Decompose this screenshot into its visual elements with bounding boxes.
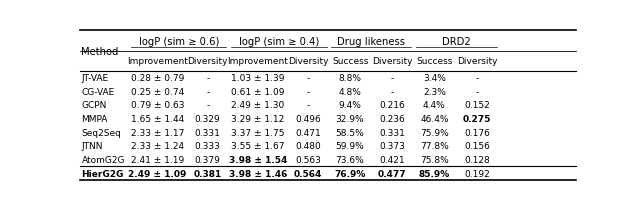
- Text: 76.9%: 76.9%: [334, 169, 365, 178]
- Text: 3.98 ± 1.46: 3.98 ± 1.46: [228, 169, 287, 178]
- Text: MMPA: MMPA: [81, 115, 108, 124]
- Text: 3.29 ± 1.12: 3.29 ± 1.12: [231, 115, 284, 124]
- Text: CG-VAE: CG-VAE: [81, 87, 115, 96]
- Text: 0.480: 0.480: [295, 142, 321, 151]
- Text: 0.176: 0.176: [465, 128, 490, 137]
- Text: 0.373: 0.373: [380, 142, 405, 151]
- Text: logP (sim ≥ 0.4): logP (sim ≥ 0.4): [239, 36, 319, 46]
- Text: 0.379: 0.379: [195, 155, 221, 164]
- Text: 8.8%: 8.8%: [339, 74, 362, 83]
- Text: 0.156: 0.156: [465, 142, 490, 151]
- Text: Improvement: Improvement: [127, 57, 188, 66]
- Text: 1.65 ± 1.44: 1.65 ± 1.44: [131, 115, 184, 124]
- Text: 3.55 ± 1.67: 3.55 ± 1.67: [231, 142, 285, 151]
- Text: 3.37 ± 1.75: 3.37 ± 1.75: [231, 128, 285, 137]
- Text: 0.331: 0.331: [380, 128, 405, 137]
- Text: 0.128: 0.128: [465, 155, 490, 164]
- Text: 0.79 ± 0.63: 0.79 ± 0.63: [131, 101, 184, 110]
- Text: -: -: [206, 101, 209, 110]
- Text: 4.4%: 4.4%: [423, 101, 446, 110]
- Text: 0.275: 0.275: [463, 115, 492, 124]
- Text: 3.4%: 3.4%: [423, 74, 446, 83]
- Text: 75.9%: 75.9%: [420, 128, 449, 137]
- Text: 0.331: 0.331: [195, 128, 221, 137]
- Text: 2.33 ± 1.24: 2.33 ± 1.24: [131, 142, 184, 151]
- Text: 0.192: 0.192: [465, 169, 490, 178]
- Text: Improvement: Improvement: [227, 57, 288, 66]
- Text: -: -: [307, 101, 310, 110]
- Text: Success: Success: [416, 57, 452, 66]
- Text: 0.564: 0.564: [294, 169, 322, 178]
- Text: 0.152: 0.152: [465, 101, 490, 110]
- Text: Seq2Seq: Seq2Seq: [81, 128, 122, 137]
- Text: 0.61 ± 1.09: 0.61 ± 1.09: [231, 87, 285, 96]
- Text: -: -: [476, 87, 479, 96]
- Text: 0.216: 0.216: [380, 101, 405, 110]
- Text: Diversity: Diversity: [287, 57, 328, 66]
- Text: 75.8%: 75.8%: [420, 155, 449, 164]
- Text: 2.3%: 2.3%: [423, 87, 446, 96]
- Text: 77.8%: 77.8%: [420, 142, 449, 151]
- Text: 32.9%: 32.9%: [336, 115, 364, 124]
- Text: 2.33 ± 1.17: 2.33 ± 1.17: [131, 128, 184, 137]
- Text: -: -: [206, 87, 209, 96]
- Text: 73.6%: 73.6%: [336, 155, 364, 164]
- Text: 0.329: 0.329: [195, 115, 221, 124]
- Text: AtomG2G: AtomG2G: [81, 155, 125, 164]
- Text: -: -: [476, 74, 479, 83]
- Text: 0.477: 0.477: [378, 169, 406, 178]
- Text: 59.9%: 59.9%: [336, 142, 364, 151]
- Text: logP (sim ≥ 0.6): logP (sim ≥ 0.6): [138, 36, 219, 46]
- Text: 0.563: 0.563: [295, 155, 321, 164]
- Text: 2.41 ± 1.19: 2.41 ± 1.19: [131, 155, 184, 164]
- Text: 46.4%: 46.4%: [420, 115, 449, 124]
- Text: 2.49 ± 1.09: 2.49 ± 1.09: [129, 169, 187, 178]
- Text: Diversity: Diversity: [457, 57, 497, 66]
- Text: -: -: [307, 87, 310, 96]
- Text: JT-VAE: JT-VAE: [81, 74, 109, 83]
- Text: DRD2: DRD2: [442, 36, 470, 46]
- Text: 0.25 ± 0.74: 0.25 ± 0.74: [131, 87, 184, 96]
- Text: 85.9%: 85.9%: [419, 169, 450, 178]
- Text: -: -: [390, 74, 394, 83]
- Text: JTNN: JTNN: [81, 142, 103, 151]
- Text: 2.49 ± 1.30: 2.49 ± 1.30: [231, 101, 284, 110]
- Text: 0.28 ± 0.79: 0.28 ± 0.79: [131, 74, 184, 83]
- Text: 58.5%: 58.5%: [336, 128, 364, 137]
- Text: 1.03 ± 1.39: 1.03 ± 1.39: [231, 74, 285, 83]
- Text: 0.421: 0.421: [380, 155, 405, 164]
- Text: 0.381: 0.381: [193, 169, 222, 178]
- Text: 4.8%: 4.8%: [339, 87, 362, 96]
- Text: Drug likeness: Drug likeness: [337, 36, 405, 46]
- Text: Diversity: Diversity: [372, 57, 413, 66]
- Text: GCPN: GCPN: [81, 101, 107, 110]
- Text: 0.236: 0.236: [380, 115, 405, 124]
- Text: Diversity: Diversity: [188, 57, 228, 66]
- Text: 0.496: 0.496: [295, 115, 321, 124]
- Text: 3.98 ± 1.54: 3.98 ± 1.54: [228, 155, 287, 164]
- Text: 0.471: 0.471: [295, 128, 321, 137]
- Text: -: -: [390, 87, 394, 96]
- Text: HierG2G: HierG2G: [81, 169, 124, 178]
- Text: -: -: [307, 74, 310, 83]
- Text: Success: Success: [332, 57, 368, 66]
- Text: 0.333: 0.333: [195, 142, 221, 151]
- Text: -: -: [206, 74, 209, 83]
- Text: 9.4%: 9.4%: [339, 101, 362, 110]
- Text: Method: Method: [81, 46, 119, 56]
